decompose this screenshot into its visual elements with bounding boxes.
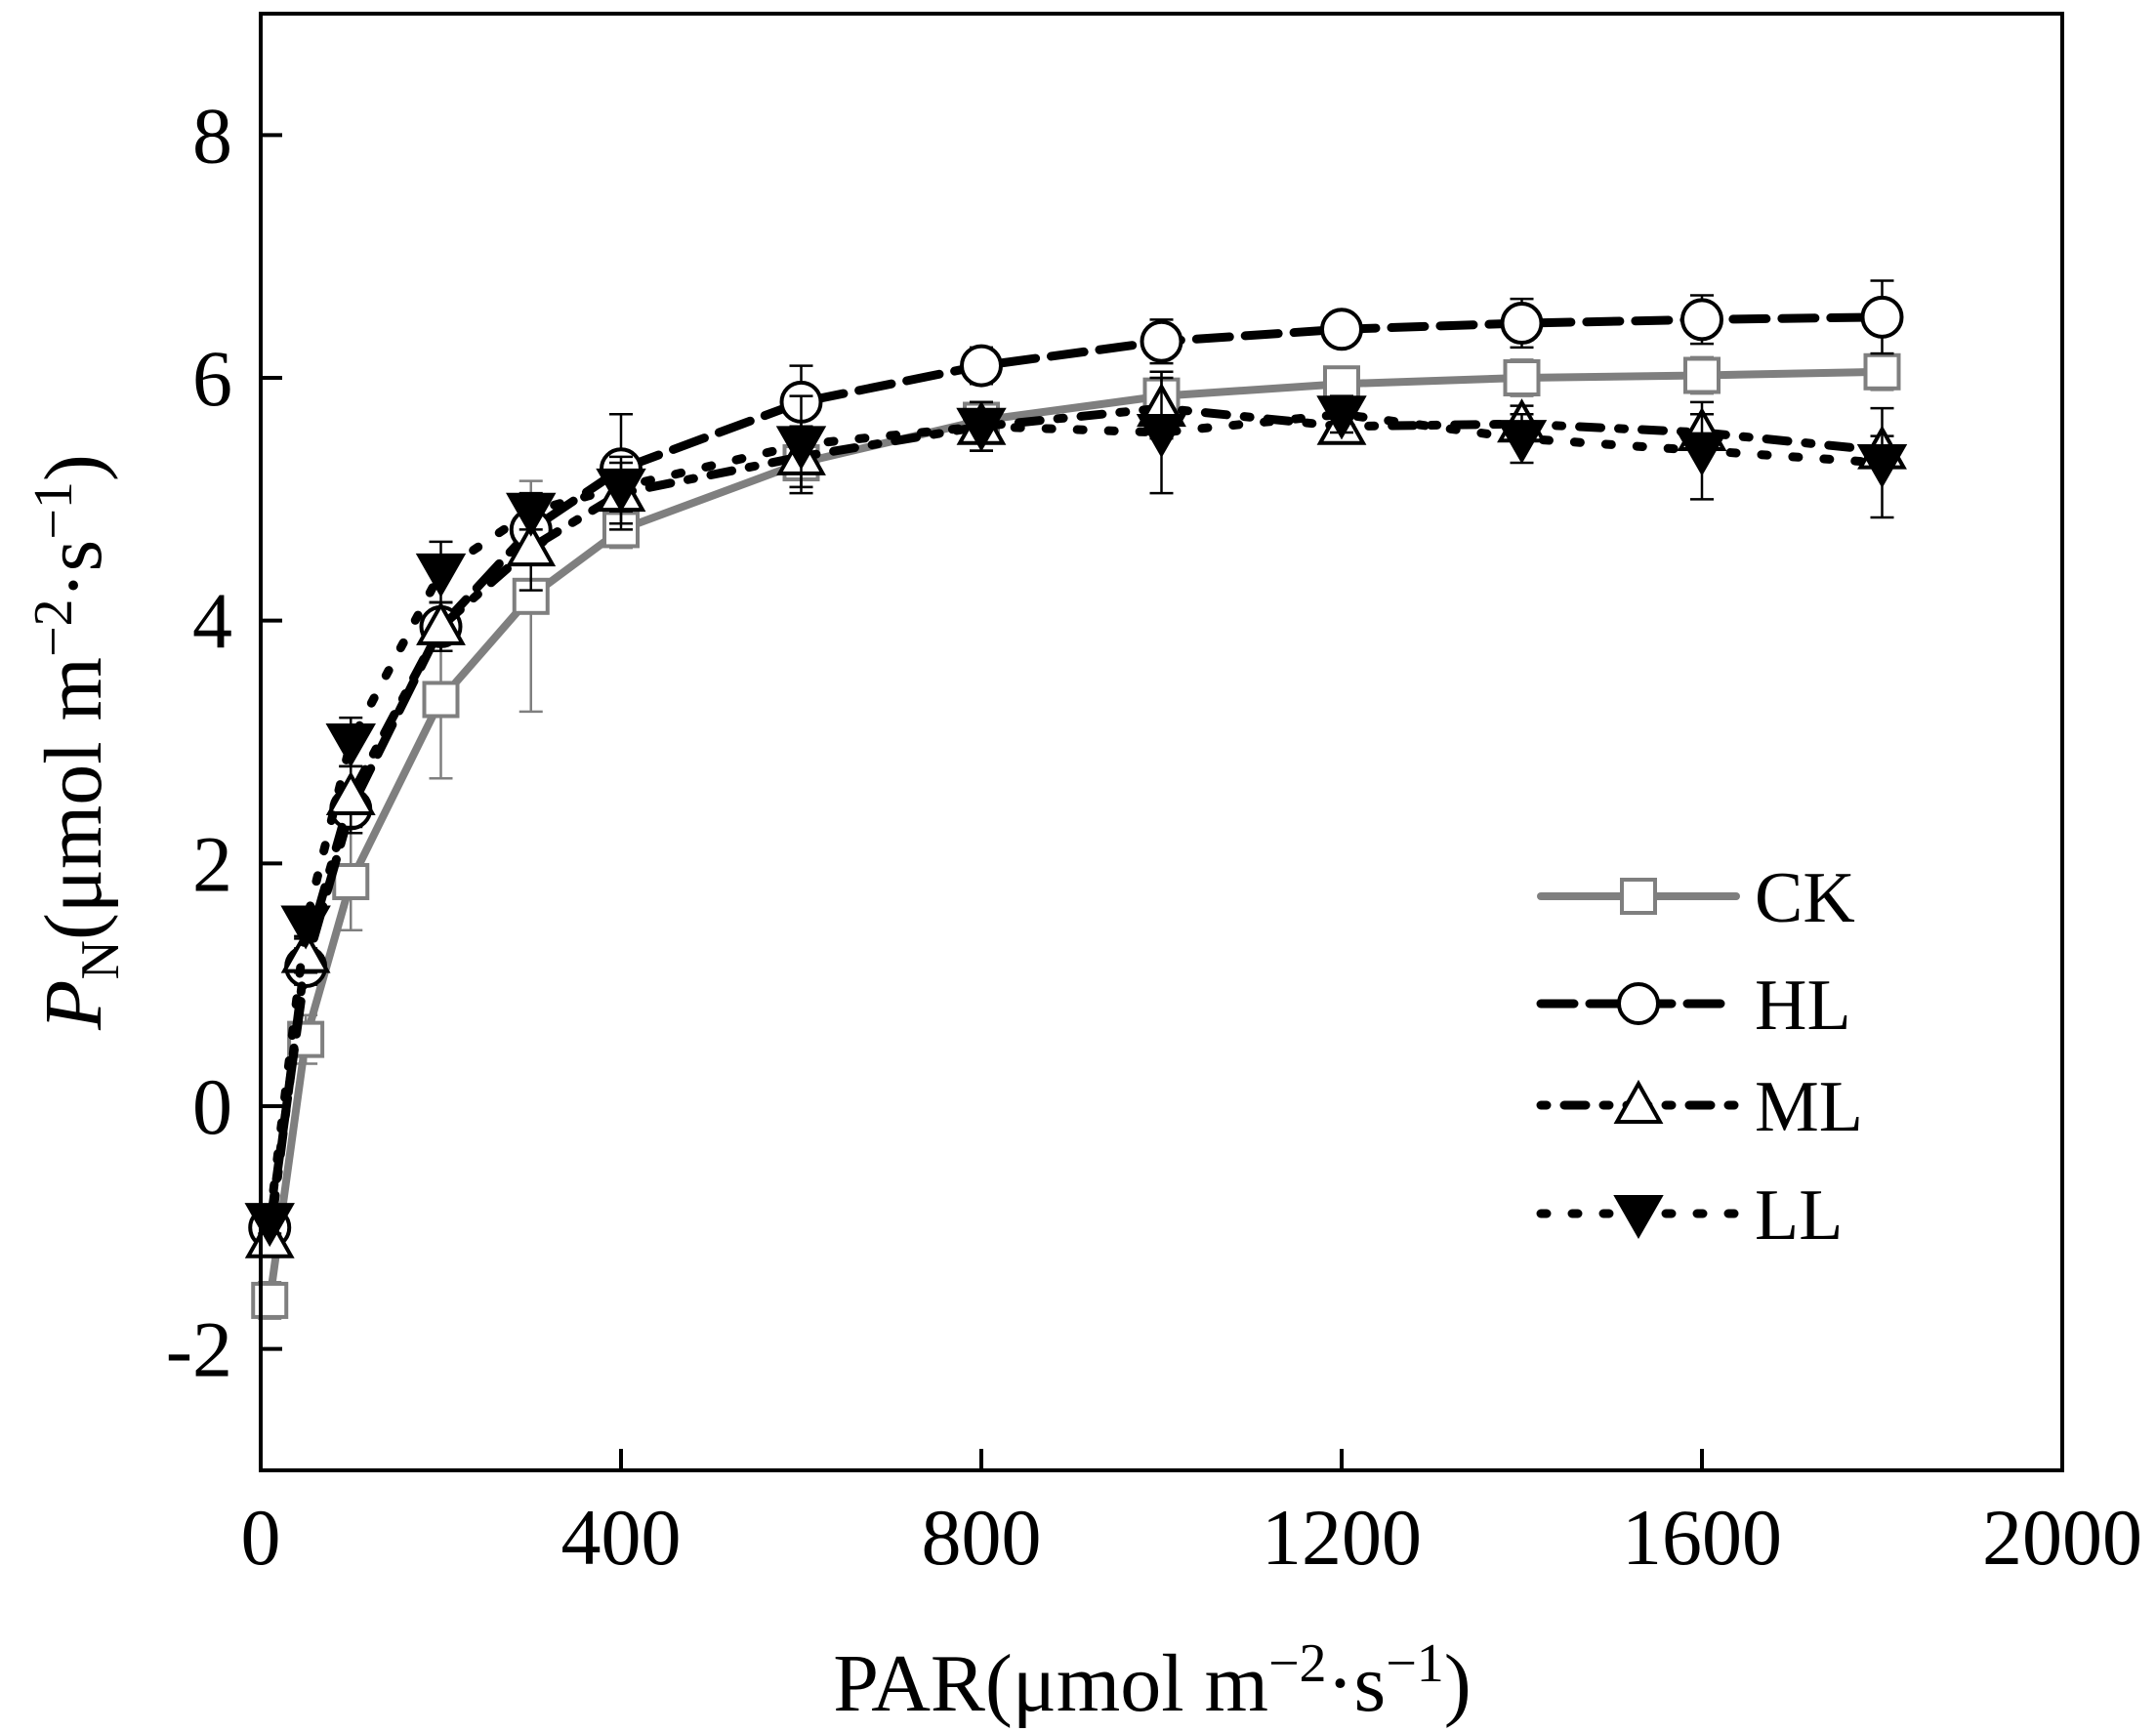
data-point-LL-10 [244,1203,295,1248]
legend-item-LL: LL [1536,1175,1843,1256]
legend: CK HL ML LL [1536,858,1863,1256]
data-point-CK-100 [332,862,370,900]
legend-label-LL: LL [1755,1175,1843,1256]
data-point-LL-1400 [1496,420,1548,465]
series-layer [244,279,1908,1320]
x-axis-title: PAR(μmol m−2·s−1) [833,1633,1472,1729]
data-point-LL-200 [415,553,467,598]
legend-item-ML: ML [1536,1067,1863,1147]
data-point-LL-800 [956,407,1007,452]
y-tick-label: 2 [192,819,232,908]
y-axis-title: PN(μmol m−2·s−1) [23,454,131,1031]
data-point-HL-1200 [1320,308,1363,351]
tick-layer: 0 400 800 1200 1600 2000 -2 0 2 4 6 8 [166,91,2142,1582]
legend-marker-CK [1620,878,1657,915]
legend-item-CK: CK [1537,858,1855,938]
x-tick-label: 400 [561,1493,682,1582]
legend-label-ML: ML [1755,1067,1863,1147]
data-point-LL-50 [280,905,331,950]
x-tick-label: 800 [922,1493,1042,1582]
data-point-LL-1600 [1677,432,1727,476]
data-point-HL-1600 [1680,298,1723,342]
data-point-LL-100 [325,723,376,768]
data-point-LL-1800 [1856,444,1908,489]
legend-marker-ML [1613,1079,1664,1124]
plot-frame [259,12,2064,1472]
x-tick-label: 0 [241,1493,281,1582]
data-point-ML-200 [416,600,466,645]
data-point-ML-300 [506,521,557,567]
data-point-HL-1000 [1140,319,1183,363]
data-point-CK-1800 [1863,352,1901,391]
data-point-LL-300 [506,492,557,537]
data-point-LL-400 [596,468,646,513]
x-tick-label: 2000 [1982,1493,2142,1582]
data-point-CK-200 [422,680,460,719]
legend-item-HL: HL [1536,966,1851,1046]
data-point-ML-50 [280,928,331,973]
x-tick-label: 1200 [1262,1493,1422,1582]
series-LL [244,370,1908,1248]
y-tick-label: 4 [192,577,232,666]
data-point-LL-1000 [1136,413,1187,458]
legend-marker-HL [1617,982,1660,1025]
legend-marker-LL [1613,1195,1664,1240]
data-point-CK-1400 [1503,359,1541,396]
legend-label-HL: HL [1755,966,1851,1046]
y-tick-label: 6 [192,334,232,423]
data-point-LL-1200 [1316,395,1367,440]
y-tick-label: 0 [192,1062,232,1151]
data-point-CK-10 [251,1281,289,1319]
data-point-HL-1400 [1500,302,1544,346]
data-point-CK-1600 [1683,356,1721,394]
y-tick-label: -2 [166,1305,232,1394]
x-tick-label: 1600 [1622,1493,1782,1582]
data-point-HL-1800 [1860,295,1904,339]
data-point-LL-600 [775,426,827,471]
legend-label-CK: CK [1755,858,1855,938]
data-point-HL-800 [960,344,1003,388]
y-tick-label: 8 [192,91,232,180]
